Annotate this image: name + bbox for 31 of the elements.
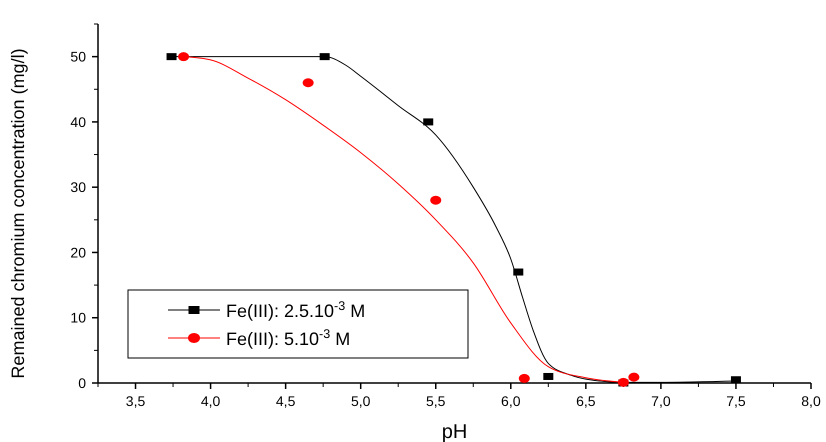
y-tick-label: 30 bbox=[70, 179, 86, 196]
point bbox=[730, 376, 741, 384]
x-tick-label: 4,0 bbox=[200, 393, 221, 409]
x-tick-label: 6,5 bbox=[576, 393, 596, 409]
x-axis-title: pH bbox=[442, 421, 468, 442]
point bbox=[302, 78, 314, 88]
point bbox=[628, 372, 640, 382]
legend-label: Fe(III): 2.5.10$^{-3}$ M bbox=[226, 299, 366, 321]
y-tick-label: 20 bbox=[70, 244, 86, 260]
y-tick-label: 40 bbox=[70, 114, 86, 130]
x-tick-label: 5,0 bbox=[350, 393, 371, 409]
point bbox=[423, 118, 434, 126]
point bbox=[320, 53, 330, 60]
x-tick-label: 3,5 bbox=[126, 393, 146, 409]
x-tick-label: 7,5 bbox=[726, 393, 746, 409]
legend-label: Fe(III): 5.10$^{-3}$ M bbox=[226, 327, 350, 349]
x-tick-label: 8,0 bbox=[801, 393, 821, 409]
point bbox=[543, 372, 554, 380]
point bbox=[430, 196, 442, 205]
point bbox=[178, 52, 190, 62]
x-tick-label: 7,0 bbox=[651, 393, 671, 409]
x-tick-label: 5,5 bbox=[426, 393, 446, 409]
point bbox=[518, 374, 530, 383]
point bbox=[513, 268, 524, 276]
y-axis-title: Remained chromium concentration (mg/l) bbox=[8, 48, 28, 379]
y-tick-label: 0 bbox=[78, 375, 86, 391]
x-tick-label: 4,5 bbox=[276, 393, 296, 409]
x-tick-label: 6,0 bbox=[501, 393, 521, 409]
point bbox=[166, 53, 177, 60]
y-tick-label: 50 bbox=[70, 48, 86, 65]
y-tick-label: 10 bbox=[70, 310, 86, 326]
